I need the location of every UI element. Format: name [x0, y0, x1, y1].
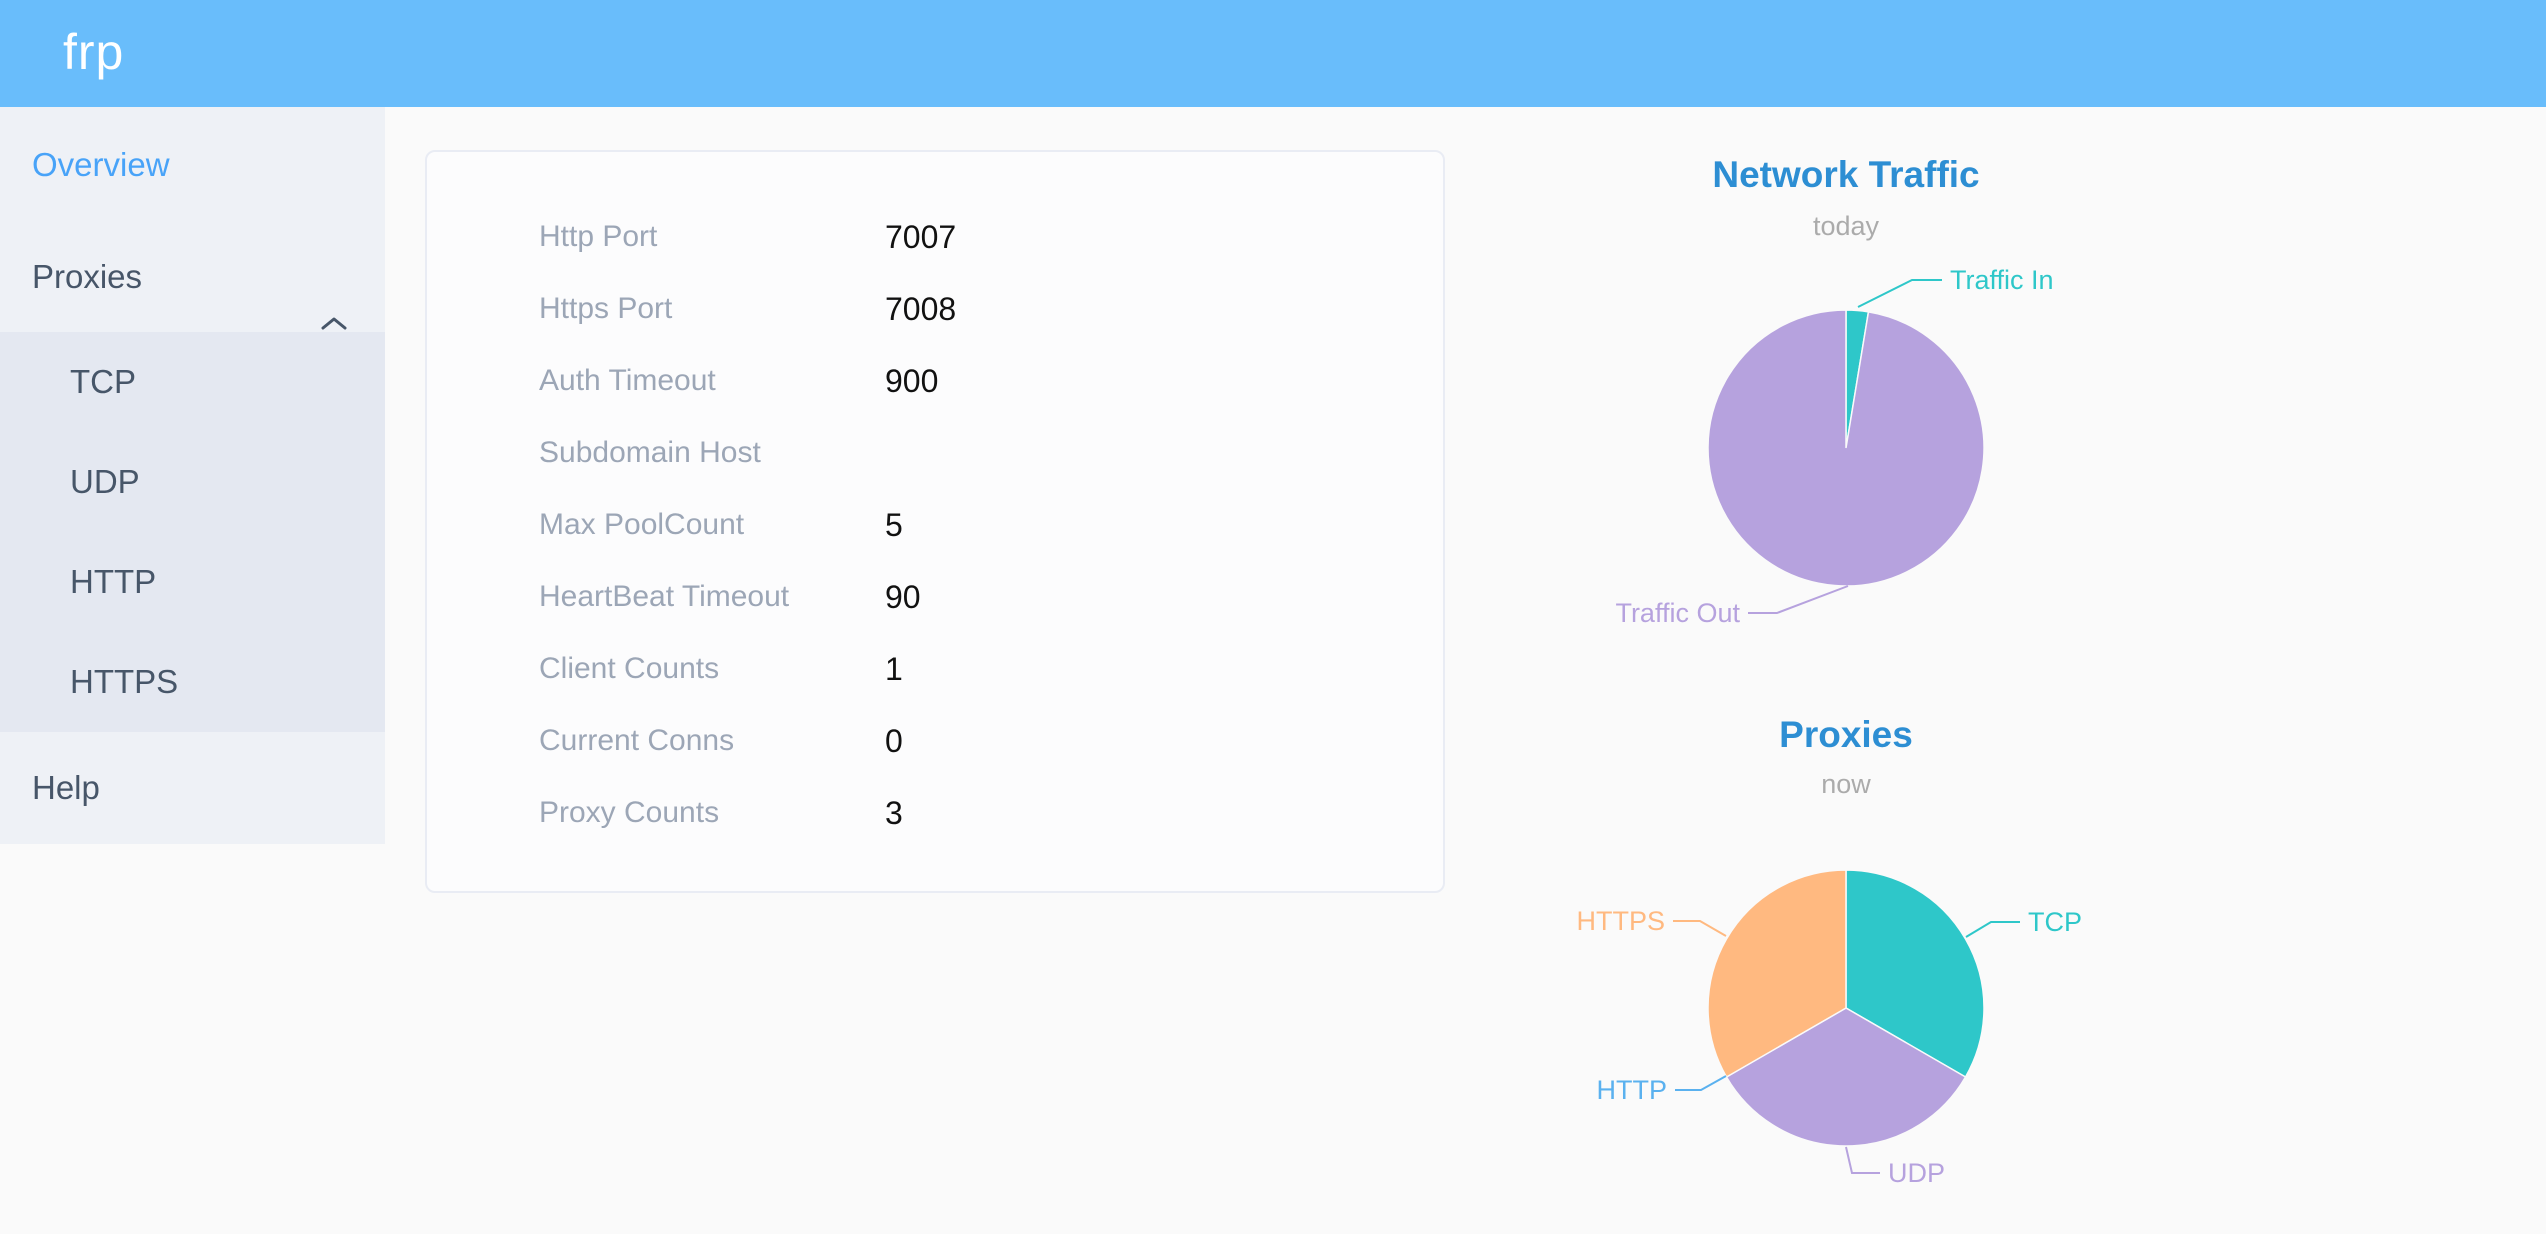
server-info-row: Current Conns 0: [539, 705, 1403, 777]
server-info-label: Proxy Counts: [539, 796, 720, 829]
pie-label-http: HTTP: [1597, 1075, 1668, 1105]
sidebar-item-help-label: Help: [32, 769, 100, 806]
sidebar-item-http[interactable]: HTTP: [0, 532, 385, 632]
pie-label-line-http: [1675, 1075, 1727, 1091]
proxies-chart-subtitle: now: [1821, 769, 1871, 799]
server-info-label: Http Port: [539, 220, 658, 253]
pie-label-traffic-in: Traffic In: [1950, 265, 2054, 295]
pie-label-line-traffic-out: [1748, 585, 1849, 614]
pie-label-line-https: [1673, 920, 1727, 937]
server-info-label: Client Counts: [539, 652, 720, 685]
server-info-row: Client Counts 1: [539, 633, 1403, 705]
pie-label-line-traffic-in: [1857, 279, 1942, 308]
server-info-value: 7007: [885, 218, 957, 255]
pie-label-traffic-out: Traffic Out: [1615, 598, 1740, 628]
sidebar-item-http-label: HTTP: [70, 563, 157, 600]
pie-label-line-udp: [1845, 1146, 1880, 1174]
app-header: frp: [0, 0, 2546, 107]
pie-slice-udp[interactable]: [1725, 1007, 1967, 1147]
server-info-label: Current Conns: [539, 724, 735, 757]
server-info-row: Proxy Counts 3: [539, 777, 1403, 849]
pie-label-udp: UDP: [1888, 1158, 1945, 1188]
server-info-label: Auth Timeout: [539, 364, 716, 397]
server-info-value: 1: [885, 650, 903, 687]
server-info-row: Max PoolCount 5: [539, 489, 1403, 561]
server-info-label: Https Port: [539, 292, 673, 325]
sidebar-proxies-submenu: TCP UDP HTTP HTTPS: [0, 332, 385, 732]
sidebar-item-overview-label: Overview: [32, 146, 170, 183]
sidebar-item-proxies-label: Proxies: [32, 258, 143, 295]
server-info-row: Https Port 7008: [539, 273, 1403, 345]
sidebar-item-proxies[interactable]: Proxies: [0, 227, 385, 330]
server-info-value: 7008: [885, 290, 957, 327]
sidebar-item-https-label: HTTPS: [70, 663, 179, 700]
pie-slice-https[interactable]: [1707, 869, 1847, 1079]
chevron-up-icon[interactable]: [321, 270, 347, 370]
sidebar-item-tcp[interactable]: TCP: [0, 332, 385, 432]
proxies-chart-title: Proxies: [1779, 714, 1913, 755]
sidebar-item-udp[interactable]: UDP: [0, 432, 385, 532]
server-info-value: 5: [885, 506, 903, 543]
pie-slice-traffic-out[interactable]: [1707, 309, 1985, 587]
pie-label-tcp: TCP: [2028, 907, 2082, 937]
server-info-label: HeartBeat Timeout: [539, 580, 790, 613]
sidebar-item-help[interactable]: Help: [0, 738, 385, 838]
server-info-label: Subdomain Host: [539, 436, 761, 469]
sidebar-item-https[interactable]: HTTPS: [0, 632, 385, 732]
sidebar-item-udp-label: UDP: [70, 463, 140, 500]
server-info-value: 90: [885, 578, 921, 615]
network-traffic-chart-subtitle: today: [1812, 211, 1880, 241]
sidebar-item-overview[interactable]: Overview: [0, 115, 385, 215]
server-info-row: Http Port 7007: [539, 201, 1403, 273]
pie-label-line-tcp: [1965, 921, 2020, 938]
server-info-value: 900: [885, 362, 939, 399]
sidebar: Overview Proxies TCP UDP HTTP HTTPS: [0, 107, 385, 844]
network-traffic-chart-title: Network Traffic: [1712, 154, 1980, 195]
pie-label-https: HTTPS: [1576, 906, 1665, 936]
app-logo: frp: [63, 24, 125, 80]
server-info-label: Max PoolCount: [539, 508, 745, 541]
server-info-row: Subdomain Host: [539, 417, 1403, 489]
server-info-card: Http Port 7007 Https Port 7008 Auth Timeout 9…: [425, 150, 1445, 893]
pie-slice-tcp[interactable]: [1845, 869, 1985, 1079]
server-info-value: 3: [885, 794, 903, 831]
server-info-row: Auth Timeout 900: [539, 345, 1403, 417]
server-info-row: HeartBeat Timeout 90: [539, 561, 1403, 633]
server-info-value: 0: [885, 722, 903, 759]
server-info-rows: Http Port 7007 Https Port 7008 Auth Timeout 9…: [539, 201, 1403, 849]
sidebar-item-tcp-label: TCP: [70, 363, 136, 400]
